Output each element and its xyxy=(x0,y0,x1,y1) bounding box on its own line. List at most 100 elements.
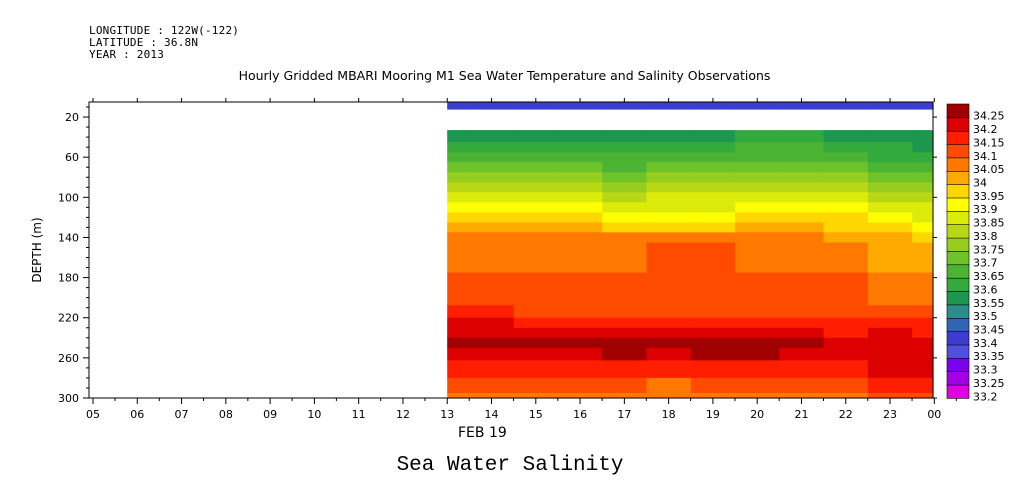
heatmap-cell xyxy=(513,202,559,213)
heatmap-cell xyxy=(823,317,869,329)
heatmap-cell xyxy=(602,202,648,213)
colorbar-label: 33.25 xyxy=(973,377,1005,390)
heatmap-cell xyxy=(867,242,913,274)
heatmap-cell xyxy=(447,327,470,339)
heatmap-cell xyxy=(779,360,825,379)
heatmap-cell xyxy=(823,393,869,399)
heatmap-cell xyxy=(513,347,559,361)
heatmap-cell xyxy=(469,202,515,213)
heatmap-cell xyxy=(867,192,913,203)
x-tick-label: 11 xyxy=(352,408,366,421)
heatmap-cell xyxy=(447,347,470,361)
heatmap-cell xyxy=(447,152,470,163)
heatmap-cell xyxy=(646,222,692,233)
heatmap-cell xyxy=(602,393,648,399)
heatmap-cell xyxy=(867,305,913,319)
heatmap-cell xyxy=(690,172,736,183)
heatmap-cell xyxy=(602,102,648,110)
heatmap-cell xyxy=(912,242,934,274)
colorbar-label: 33.2 xyxy=(973,390,998,403)
heatmap-cell xyxy=(646,142,692,153)
colorbar-swatch xyxy=(946,117,970,132)
heatmap-cell xyxy=(779,232,825,243)
heatmap-cell xyxy=(469,130,515,143)
heatmap-cell xyxy=(779,192,825,203)
heatmap-cell xyxy=(823,360,869,379)
heatmap-cell xyxy=(513,222,559,233)
heatmap-cell xyxy=(557,327,603,339)
heatmap-cell xyxy=(912,142,934,153)
heatmap-cell xyxy=(735,162,780,173)
heatmap-cell xyxy=(513,172,559,183)
heatmap-cell xyxy=(469,232,515,243)
heatmap-cell xyxy=(779,347,825,361)
heatmap-cell xyxy=(646,192,692,203)
heatmap-cell xyxy=(735,317,780,329)
heatmap-cell xyxy=(912,377,934,394)
heatmap-cell xyxy=(513,272,559,306)
heatmap-cell xyxy=(513,192,559,203)
heatmap-cell xyxy=(447,130,470,143)
x-tick-label: 06 xyxy=(130,408,144,421)
heatmap-cell xyxy=(867,327,913,339)
colorbar-label: 34.25 xyxy=(973,110,1005,123)
heatmap-cell xyxy=(646,162,692,173)
heatmap-cell xyxy=(867,130,913,143)
colorbar-label: 33.55 xyxy=(973,297,1005,310)
heatmap-cell xyxy=(469,317,515,329)
plot-frame xyxy=(88,101,934,399)
longitude-label: LONGITUDE : 122W(-122) xyxy=(89,24,240,37)
heatmap-cell xyxy=(469,360,515,379)
heatmap-cell xyxy=(557,130,603,143)
heatmap-cell xyxy=(823,212,869,223)
heatmap-cell xyxy=(779,142,825,153)
heatmap-cell xyxy=(602,272,648,306)
heatmap-cell xyxy=(735,202,780,213)
heatmap-cell xyxy=(690,162,736,173)
heatmap-cell xyxy=(557,142,603,153)
heatmap-cell xyxy=(557,305,603,319)
heatmap-cell xyxy=(912,347,934,361)
heatmap-cell xyxy=(557,102,603,110)
heatmap-cell xyxy=(823,232,869,243)
heatmap-cell xyxy=(557,242,603,274)
heatmap-cell xyxy=(912,222,934,233)
y-tick-label: 180 xyxy=(58,272,79,285)
heatmap-cell xyxy=(823,192,869,203)
heatmap-cell xyxy=(735,192,780,203)
heatmap-cell xyxy=(912,172,934,183)
heatmap-cell xyxy=(867,142,913,153)
heatmap-cell xyxy=(469,102,515,110)
heatmap-cell xyxy=(602,305,648,319)
heatmap-cell xyxy=(867,393,913,399)
heatmap-cell xyxy=(779,162,825,173)
heatmap-cell xyxy=(513,377,559,394)
heatmap-cell xyxy=(513,327,559,339)
heatmap-cell xyxy=(646,102,692,110)
colorbar-label: 33.75 xyxy=(973,243,1005,256)
heatmap-cell xyxy=(557,272,603,306)
heatmap-cell xyxy=(735,337,780,349)
heatmap-cell xyxy=(469,172,515,183)
heatmap-cell xyxy=(779,305,825,319)
colorbar-label: 33.3 xyxy=(973,364,998,377)
heatmap-cell xyxy=(646,393,692,399)
colorbar-swatch xyxy=(946,250,970,266)
colorbar-swatch xyxy=(946,130,970,145)
heatmap-cell xyxy=(602,142,648,153)
heatmap-cell xyxy=(823,152,869,163)
heatmap-cell xyxy=(602,327,648,339)
heatmap-cell xyxy=(735,102,780,110)
heatmap-cell xyxy=(735,360,780,379)
heatmap-cell xyxy=(557,192,603,203)
heatmap-cell xyxy=(469,393,515,399)
colorbar-label: 33.9 xyxy=(973,203,998,216)
heatmap-cell xyxy=(779,272,825,306)
heatmap-cell xyxy=(513,152,559,163)
heatmap-cell xyxy=(513,360,559,379)
heatmap-cell xyxy=(447,172,470,183)
heatmap-cell xyxy=(867,232,913,243)
x-tick-label: 22 xyxy=(839,408,853,421)
heatmap-cell xyxy=(646,347,692,361)
